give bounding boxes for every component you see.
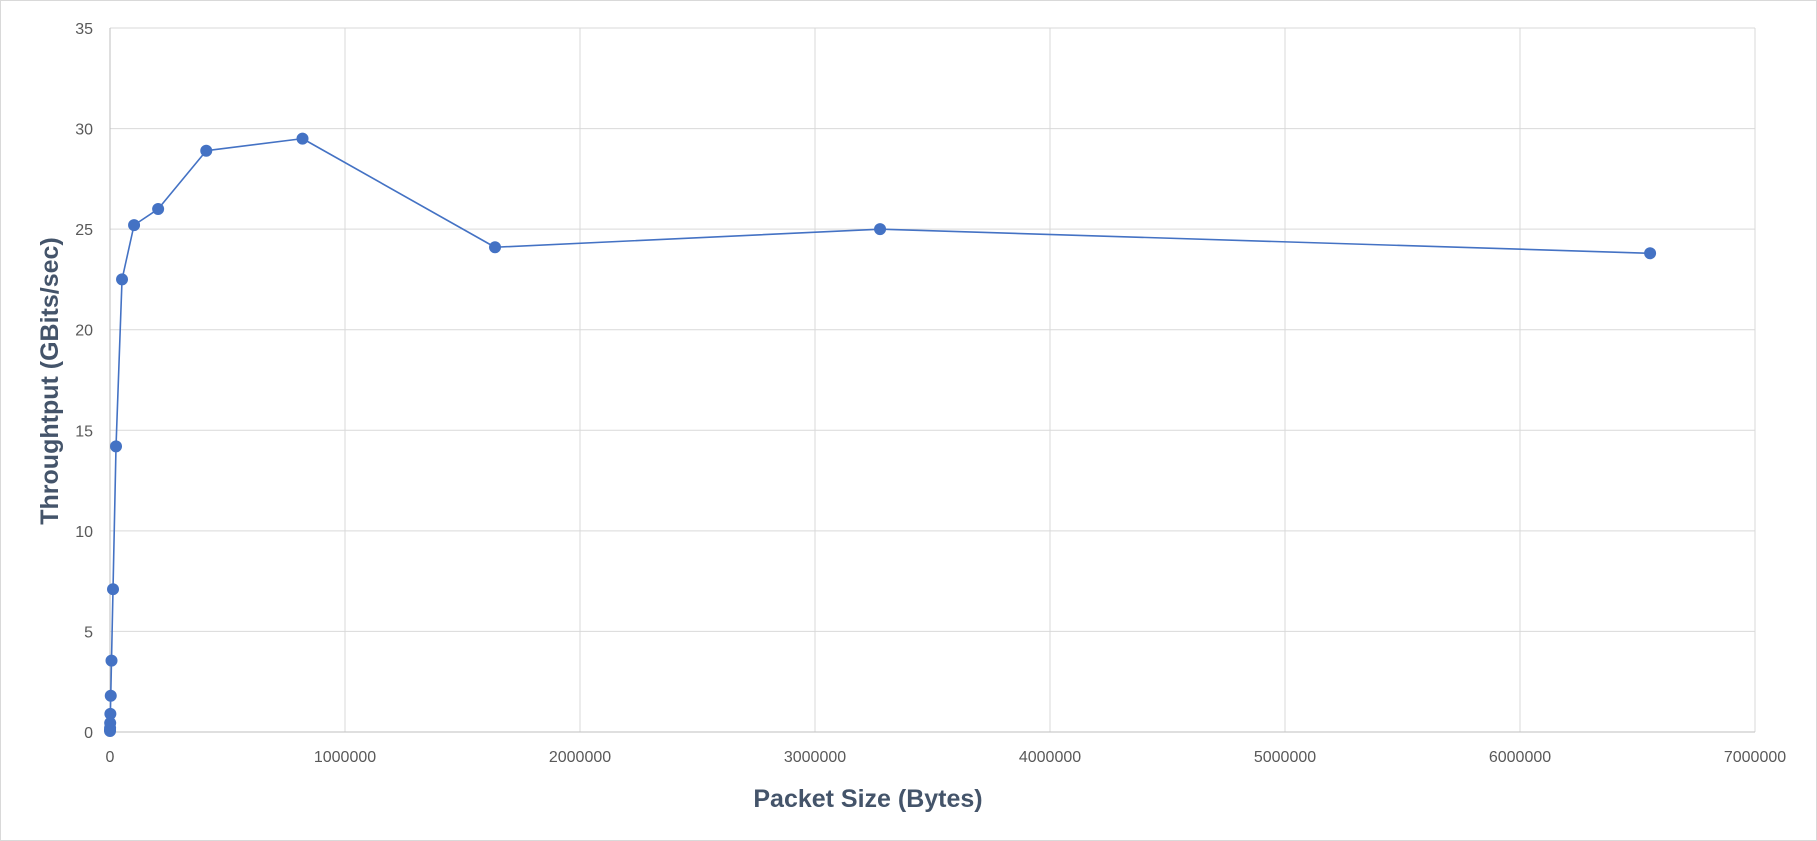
y-tick-label: 15	[75, 423, 93, 440]
data-point	[105, 654, 118, 667]
data-series	[104, 132, 1657, 737]
x-tick-label: 4000000	[1019, 749, 1081, 766]
y-tick-label: 5	[84, 624, 93, 641]
data-point	[116, 273, 129, 286]
x-tick-label: 6000000	[1489, 749, 1551, 766]
y-tick-labels: 0 5 10 15 20 25 30 35	[75, 21, 93, 742]
data-point	[1644, 247, 1657, 260]
data-point	[152, 203, 165, 216]
data-point	[296, 132, 309, 145]
y-axis-title: Throughtput (GBits/sec)	[36, 237, 64, 524]
x-tick-label: 5000000	[1254, 749, 1316, 766]
data-point	[110, 440, 123, 453]
data-point	[104, 707, 117, 720]
data-point	[489, 241, 502, 254]
y-tick-label: 0	[84, 725, 93, 742]
data-point	[874, 223, 887, 236]
y-tick-label: 25	[75, 222, 93, 239]
x-tick-label: 3000000	[784, 749, 846, 766]
grid	[110, 27, 1756, 732]
y-tick-label: 35	[75, 21, 93, 38]
axes	[109, 28, 1755, 733]
data-point	[104, 689, 117, 702]
data-point	[128, 219, 141, 232]
x-tick-label: 0	[106, 749, 115, 766]
x-axis-title: Packet Size (Bytes)	[753, 785, 982, 813]
data-point	[107, 583, 120, 596]
x-tick-labels: 0 1000000 2000000 3000000 4000000 5000000 6000…	[106, 749, 1787, 766]
x-tick-label: 1000000	[314, 749, 376, 766]
y-tick-label: 10	[75, 524, 93, 541]
x-tick-label: 7000000	[1724, 749, 1786, 766]
data-point	[200, 144, 213, 157]
y-tick-label: 30	[75, 122, 93, 139]
y-tick-label: 20	[75, 323, 93, 340]
x-tick-label: 2000000	[549, 749, 611, 766]
